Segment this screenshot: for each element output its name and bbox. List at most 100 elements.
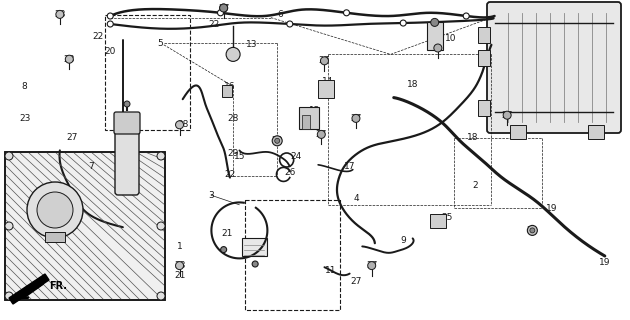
Text: 29: 29 (227, 149, 239, 158)
Text: 28: 28 (177, 120, 188, 129)
Circle shape (220, 4, 227, 12)
Circle shape (220, 4, 227, 12)
Circle shape (107, 21, 113, 27)
Circle shape (275, 138, 280, 143)
Text: 24: 24 (290, 152, 302, 161)
Circle shape (252, 261, 258, 267)
Text: 13: 13 (246, 40, 258, 49)
Text: 28: 28 (64, 55, 75, 64)
Polygon shape (9, 274, 49, 304)
Text: 27: 27 (316, 130, 327, 139)
Circle shape (176, 121, 183, 129)
Text: 28: 28 (54, 10, 66, 19)
Text: 28: 28 (174, 261, 185, 270)
Text: 20: 20 (105, 47, 116, 56)
Circle shape (400, 20, 406, 26)
Text: 27: 27 (350, 114, 362, 123)
Circle shape (157, 292, 165, 300)
Text: 22: 22 (92, 32, 103, 41)
Circle shape (321, 57, 328, 65)
Text: 17: 17 (344, 162, 355, 171)
Text: 2: 2 (473, 181, 478, 190)
Bar (430, 214, 446, 228)
Text: 7: 7 (88, 162, 94, 171)
Bar (242, 238, 267, 256)
Text: 19: 19 (599, 258, 610, 267)
Circle shape (272, 136, 282, 146)
Text: 10: 10 (445, 34, 456, 43)
Text: 21: 21 (174, 271, 185, 280)
Bar (478, 100, 490, 116)
Bar (302, 115, 310, 129)
FancyBboxPatch shape (114, 112, 140, 134)
Text: 26: 26 (284, 168, 295, 177)
Text: 16: 16 (224, 82, 236, 91)
Text: 19: 19 (546, 204, 557, 212)
Text: 23: 23 (20, 114, 31, 123)
Bar (478, 50, 490, 66)
Circle shape (217, 10, 224, 16)
Circle shape (463, 13, 469, 19)
Circle shape (343, 10, 350, 16)
Bar (5, 152, 165, 300)
Bar (478, 27, 490, 43)
Text: 5: 5 (158, 39, 164, 48)
Circle shape (37, 192, 73, 228)
Text: 25: 25 (442, 213, 453, 222)
Circle shape (527, 225, 537, 236)
Text: 29: 29 (527, 226, 538, 235)
Circle shape (27, 182, 83, 238)
Circle shape (5, 152, 13, 160)
Text: 12: 12 (309, 106, 321, 115)
Bar (222, 85, 232, 97)
Text: FR.: FR. (49, 281, 67, 291)
FancyBboxPatch shape (115, 129, 139, 195)
Circle shape (5, 292, 13, 300)
Text: 22: 22 (209, 20, 220, 28)
Text: 28: 28 (227, 114, 239, 123)
Circle shape (66, 55, 73, 63)
Text: 9: 9 (400, 236, 406, 244)
Bar (427, 22, 443, 51)
Text: 18: 18 (407, 80, 418, 89)
Text: 15: 15 (234, 152, 245, 161)
Circle shape (287, 21, 293, 27)
Bar (299, 107, 319, 129)
Text: 27: 27 (218, 4, 229, 12)
Text: 14: 14 (322, 77, 333, 86)
Bar (105, 15, 190, 130)
Text: 27: 27 (501, 111, 513, 120)
Bar (5, 152, 165, 300)
FancyBboxPatch shape (487, 2, 621, 133)
Circle shape (157, 152, 165, 160)
Text: 27: 27 (350, 277, 362, 286)
Text: 4: 4 (353, 194, 358, 203)
Text: 27: 27 (432, 44, 444, 52)
Text: 21: 21 (221, 229, 232, 238)
Circle shape (220, 247, 227, 252)
Circle shape (368, 261, 375, 269)
Text: 8: 8 (21, 82, 27, 91)
Circle shape (503, 111, 511, 119)
Circle shape (434, 44, 442, 52)
Circle shape (530, 228, 535, 233)
Circle shape (124, 101, 130, 107)
Text: 1: 1 (176, 242, 183, 251)
Circle shape (226, 47, 240, 61)
Text: 22: 22 (224, 170, 236, 179)
Circle shape (157, 222, 165, 230)
Circle shape (318, 131, 325, 139)
Bar (45, 232, 65, 242)
Circle shape (107, 13, 113, 19)
Bar (510, 125, 526, 139)
Text: 29: 29 (272, 136, 283, 145)
Circle shape (176, 261, 183, 269)
Circle shape (352, 115, 360, 123)
Bar (318, 80, 335, 98)
Text: 27: 27 (67, 133, 78, 142)
Bar (588, 125, 604, 139)
Circle shape (5, 222, 13, 230)
Text: 3: 3 (208, 191, 214, 200)
Circle shape (56, 11, 64, 19)
Text: 27: 27 (319, 56, 330, 65)
